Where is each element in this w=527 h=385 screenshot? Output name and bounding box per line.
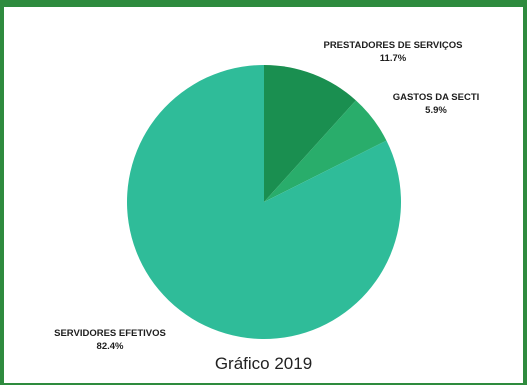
pie-slice-3: [127, 65, 402, 339]
slice-value-label: 11.7%: [380, 53, 407, 64]
slice-label: GASTOS DA SECTI: [393, 92, 480, 103]
pie-slice-1: [264, 65, 356, 202]
pie-slice-2: [264, 100, 387, 202]
slice-label: PRESTADORES DE SERVIÇOS: [323, 40, 462, 51]
slice-value-label: 82.4%: [97, 341, 124, 352]
chart-caption: Gráfico 2019: [214, 354, 313, 373]
slice-label: SERVIDORES EFETIVOS: [54, 328, 166, 339]
slice-value-label: 5.9%: [425, 105, 447, 116]
